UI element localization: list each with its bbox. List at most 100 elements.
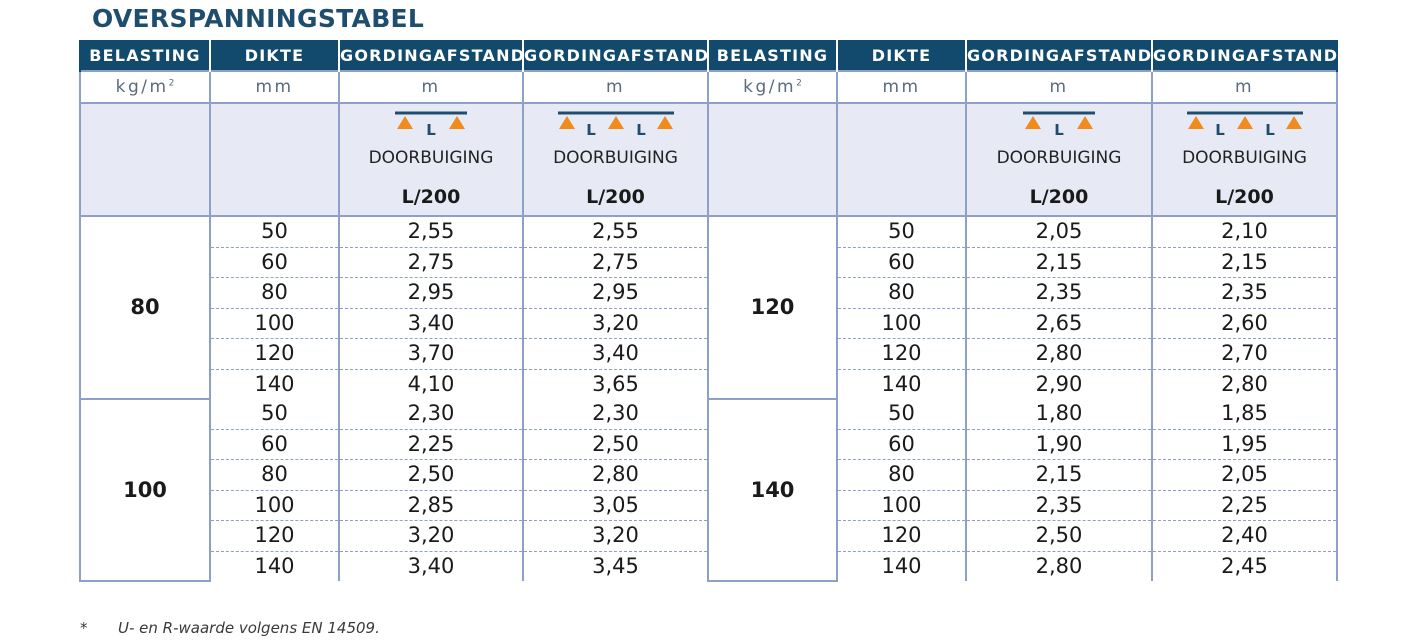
span-value-cell: 2,80 [965,551,1152,581]
thickness-cell: 50 [209,399,339,430]
span-value-cell: 2,60 [1151,308,1338,339]
thickness-cell: 120 [209,520,339,552]
span-value-cell: 2,70 [1151,338,1338,370]
span-value-cell: 2,50 [338,459,523,491]
unit-cell: mm [836,70,966,104]
diagram-row: L DOORBUIGING L/200 L L DOORB [79,103,1338,217]
thickness-cell: 50 [209,216,339,248]
span-value-cell: 1,80 [965,399,1152,430]
span-value-cell: 2,80 [522,459,708,491]
span-value-cell: 3,05 [522,490,708,521]
span-value-cell: 3,65 [522,369,708,399]
span-value-cell: 2,80 [965,338,1152,370]
table-row: 80 2,50 2,80 80 2,15 2,05 [80,459,1338,491]
table-row: 60 2,25 2,50 60 1,90 1,95 [80,429,1338,460]
span-value-cell: 2,50 [965,520,1152,552]
span-value-cell: 2,05 [1151,459,1338,491]
deflection-value: L/200 [401,186,461,208]
span-letter: L [1265,121,1275,136]
thickness-cell: 100 [836,490,966,521]
thickness-cell: 80 [836,459,966,491]
thickness-cell: 80 [836,277,966,309]
unit-cell: mm [209,70,339,104]
span-value-cell: 2,15 [965,247,1152,278]
span-value-cell: 2,85 [338,490,523,521]
thickness-cell: 60 [209,429,339,460]
table-body: 80 50 2,55 2,55 120 50 2,05 2,10 60 2,75 2,75 60 2,1… [79,216,1338,582]
table-row: 140 3,40 3,45 140 2,80 2,45 [80,551,1338,581]
span-value-cell: 2,15 [1151,247,1338,278]
table-row: 120 3,70 3,40 120 2,80 2,70 [80,338,1338,370]
span-value-cell: 2,30 [338,399,523,430]
span-value-cell: 3,40 [338,308,523,339]
diagram-cell: L L DOORBUIGING L/200 [1151,103,1338,217]
span-value-cell: 3,70 [338,338,523,370]
unit-load: kg/m [115,77,169,97]
footnote-marker: * [80,619,88,637]
span-value-cell: 2,10 [1151,216,1338,248]
load-cell: 140 [707,399,837,582]
span-value-cell: 2,25 [338,429,523,460]
span-letter: L [426,121,436,136]
deflection-value: L/200 [1215,186,1274,208]
table-row: 120 3,20 3,20 120 2,50 2,40 [80,520,1338,552]
footnote: * U- en R-waarde volgens EN 14509. [80,619,380,637]
thickness-cell: 120 [836,338,966,370]
span-value-cell: 2,35 [965,490,1152,521]
span-value-cell: 2,95 [522,277,708,309]
footnote-text: U- en R-waarde volgens EN 14509. [118,619,380,637]
span-value-cell: 3,20 [522,308,708,339]
span-value-cell: 3,20 [522,520,708,552]
span-value-cell: 2,95 [338,277,523,309]
unit-cell: kg/m2 [707,70,837,104]
units-row: kg/m2 mm m m kg/m2 mm m m [79,70,1338,104]
diagram-cell: L DOORBUIGING L/200 [338,103,523,217]
span-letter: L [1054,121,1064,136]
table-row: 60 2,75 2,75 60 2,15 2,15 [80,247,1338,278]
span-value-cell: 3,45 [522,551,708,581]
span-value-cell: 2,35 [1151,277,1338,309]
column-header: GORDINGAFSTAND [522,40,708,71]
span-value-cell: 1,85 [1151,399,1338,430]
thickness-cell: 100 [209,308,339,339]
load-cell: 100 [79,399,210,582]
span-letter: L [586,121,596,136]
span-value-cell: 3,40 [522,338,708,370]
thickness-cell: 120 [836,520,966,552]
thickness-cell: 60 [836,429,966,460]
deflection-label: DOORBUIGING [368,148,494,168]
span-value-cell: 2,35 [965,277,1152,309]
span-value-cell: 2,30 [522,399,708,430]
thickness-cell: 80 [209,277,339,309]
thickness-cell: 140 [836,551,966,581]
column-header: DIKTE [836,40,966,71]
span-letter: L [1215,121,1225,136]
column-header: GORDINGAFSTAND [338,40,524,71]
span-value-cell: 2,75 [338,247,523,278]
column-header: DIKTE [209,40,339,71]
page-title: OVERSPANNINGSTABEL [92,4,425,33]
diagram-empty-cell [209,103,339,217]
thickness-cell: 50 [836,399,966,430]
span-value-cell: 2,15 [965,459,1152,491]
thickness-cell: 140 [209,551,339,581]
deflection-label: DOORBUIGING [553,148,678,168]
load-cell: 120 [707,216,837,400]
thickness-cell: 60 [209,247,339,278]
unit-load: kg/m [743,77,797,97]
thickness-cell: 60 [836,247,966,278]
deflection-label: DOORBUIGING [1182,148,1307,168]
span-value-cell: 2,25 [1151,490,1338,521]
span-value-cell: 2,55 [522,216,708,248]
column-header: GORDINGAFSTAND [965,40,1152,71]
span-table: BELASTING DIKTE GORDINGAFSTAND GORDINGAF… [79,40,1338,582]
unit-cell: m [522,70,708,104]
thickness-cell: 50 [836,216,966,248]
span-value-cell: 2,50 [522,429,708,460]
span-value-cell: 1,90 [965,429,1152,460]
thickness-cell: 120 [209,338,339,370]
table-row: 100 2,85 3,05 100 2,35 2,25 [80,490,1338,521]
thickness-cell: 140 [209,369,339,399]
diagram-cell: L DOORBUIGING L/200 [965,103,1152,217]
span-value-cell: 3,40 [338,551,523,581]
